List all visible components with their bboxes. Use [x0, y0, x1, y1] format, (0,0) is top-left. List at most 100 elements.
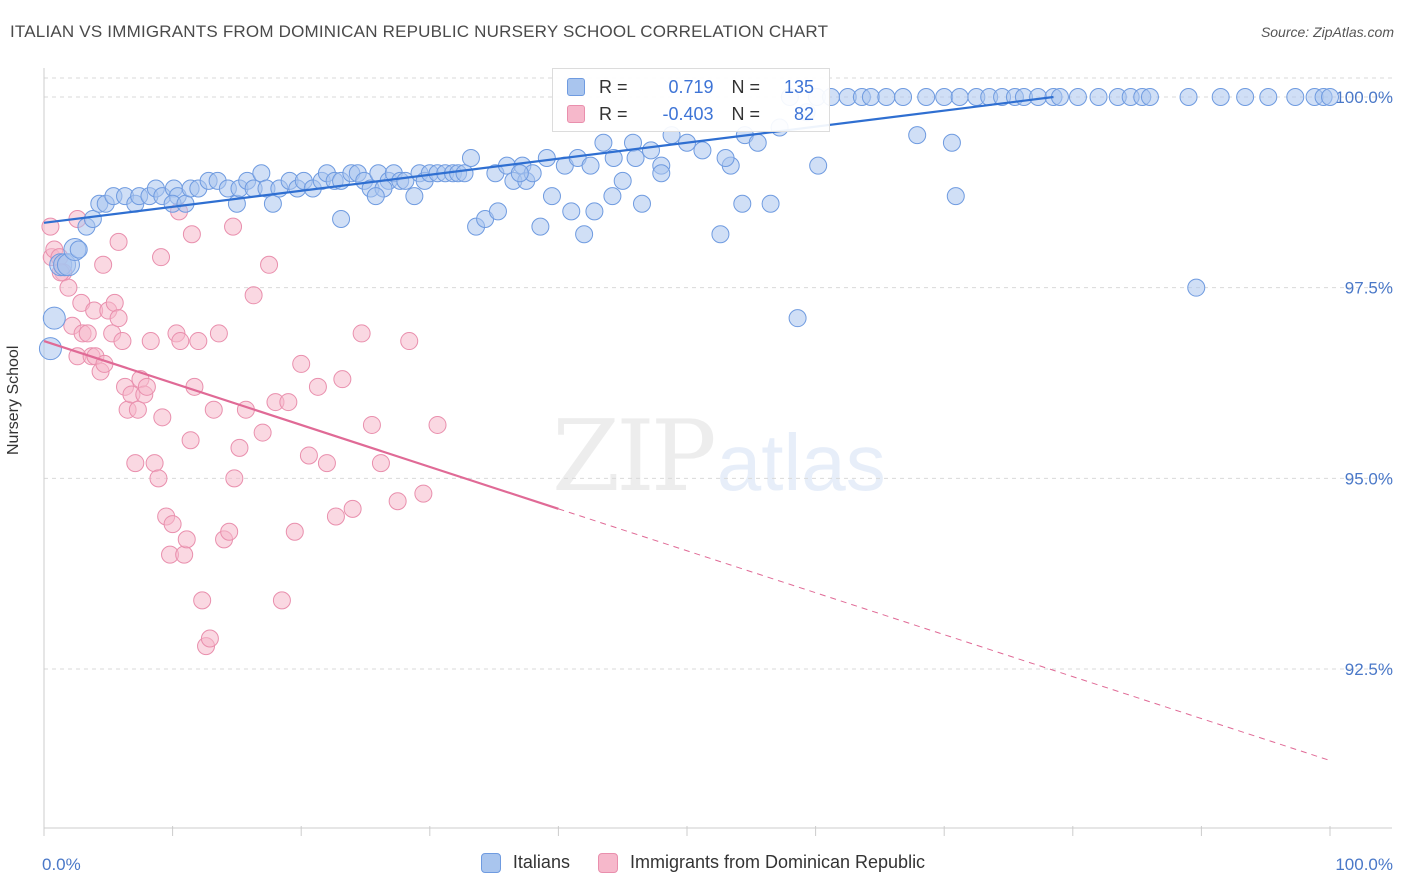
data-point-italians: [581, 156, 600, 175]
data-point-dominican: [189, 332, 208, 351]
data-point-dominican: [285, 522, 304, 541]
legend-n-value: 82: [794, 103, 815, 124]
y-tick-label: 92.5%: [1345, 660, 1393, 679]
trendline-dominican: [43, 340, 559, 510]
data-point-italians: [1236, 88, 1255, 106]
data-point-dominican: [182, 225, 201, 244]
legend-r-label: R =: [599, 103, 628, 124]
data-point-dominican: [153, 408, 172, 427]
legend-swatch-dominican: [597, 852, 618, 873]
data-point-dominican: [428, 415, 447, 434]
trendline-italians: [43, 95, 1054, 224]
data-point-dominican: [371, 454, 390, 473]
data-point-dominican: [200, 629, 219, 648]
data-point-dominican: [253, 423, 272, 442]
data-point-dominican: [317, 454, 336, 473]
data-point-italians: [562, 202, 581, 221]
data-point-italians: [894, 88, 913, 106]
y-tick-label: 100.0%: [1335, 88, 1393, 107]
data-point-italians: [1068, 88, 1087, 106]
data-point-italians: [488, 202, 507, 221]
data-point-italians: [1211, 88, 1230, 106]
data-point-italians: [1089, 88, 1108, 106]
data-point-italians: [946, 187, 965, 206]
data-point-italians: [632, 194, 651, 213]
data-point-italians: [917, 88, 936, 106]
data-point-italians: [935, 88, 954, 106]
data-point-italians: [405, 187, 424, 206]
data-point-dominican: [225, 469, 244, 488]
data-point-italians: [950, 88, 969, 106]
data-point-dominican: [204, 400, 223, 419]
data-point-dominican: [308, 377, 327, 396]
data-point-dominican: [388, 492, 407, 511]
data-point-italians: [603, 187, 622, 206]
x-tick-label: 100.0%: [1335, 855, 1393, 874]
data-point-italians: [711, 225, 730, 244]
data-point-italians: [604, 149, 623, 168]
chart-title: ITALIAN VS IMMIGRANTS FROM DOMINICAN REP…: [10, 22, 829, 41]
data-point-italians: [761, 194, 780, 213]
data-point-italians: [733, 194, 752, 213]
legend-item-dominican[interactable]: Immigrants from Dominican Republic: [597, 852, 926, 873]
legend-item-italians[interactable]: Italians: [480, 852, 570, 873]
data-point-italians: [332, 210, 351, 229]
data-point-italians: [693, 141, 712, 160]
data-point-italians: [366, 187, 385, 206]
data-point-italians: [626, 149, 645, 168]
data-point-dominican: [326, 507, 345, 526]
data-point-italians: [531, 217, 550, 236]
data-point-italians: [1286, 88, 1305, 106]
data-point-italians: [613, 171, 632, 190]
legend-label-italians: Italians: [512, 852, 570, 872]
data-point-dominican: [333, 370, 352, 389]
data-point-dominican: [181, 431, 200, 450]
data-point-dominican: [152, 248, 171, 267]
data-point-italians: [83, 210, 102, 229]
trendline-dominican-extension: [558, 508, 1331, 761]
data-point-italians: [908, 126, 927, 145]
data-point-italians: [809, 156, 828, 175]
watermark-atlas: atlas: [716, 418, 886, 507]
data-point-dominican: [343, 499, 362, 518]
data-point-dominican: [272, 591, 291, 610]
legend-row-dominican: R = -0.403 N = 82: [567, 102, 814, 126]
correlation-legend: R = 0.719 N = 135 R = -0.403 N = 82: [552, 68, 830, 132]
data-point-italians: [510, 164, 529, 183]
data-point-italians: [748, 133, 767, 152]
legend-n-value: 135: [783, 76, 815, 97]
data-point-dominican: [109, 309, 128, 328]
y-tick-label: 95.0%: [1345, 469, 1393, 488]
data-point-italians: [1321, 88, 1339, 106]
data-point-italians: [1179, 88, 1198, 106]
data-point-dominican: [193, 591, 212, 610]
data-point-dominican: [126, 454, 145, 473]
legend-r-value: -0.403: [662, 103, 714, 124]
data-point-dominican: [177, 530, 196, 549]
data-point-italians: [537, 149, 556, 168]
legend-swatch-italians: [567, 78, 585, 96]
legend-swatch-dominican: [567, 105, 585, 123]
data-point-dominican: [220, 522, 239, 541]
data-point-dominican: [260, 255, 279, 274]
data-point-dominican: [145, 454, 164, 473]
data-point-italians: [542, 187, 561, 206]
data-point-italians: [1259, 88, 1278, 106]
data-point-dominican: [163, 515, 182, 534]
legend-label-dominican: Immigrants from Dominican Republic: [629, 852, 926, 872]
data-point-dominican: [175, 545, 194, 564]
watermark: ZIPatlas: [552, 400, 886, 514]
data-point-dominican: [352, 324, 371, 343]
data-point-italians: [38, 337, 62, 361]
data-point-italians: [1050, 88, 1069, 106]
data-point-dominican: [105, 293, 124, 312]
data-point-dominican: [414, 484, 433, 503]
data-point-dominican: [128, 400, 147, 419]
data-point-italians: [788, 309, 807, 328]
data-point-italians: [575, 225, 594, 244]
data-point-italians: [461, 149, 480, 168]
data-point-italians: [716, 149, 735, 168]
data-point-dominican: [279, 393, 298, 412]
data-point-dominican: [209, 324, 228, 343]
